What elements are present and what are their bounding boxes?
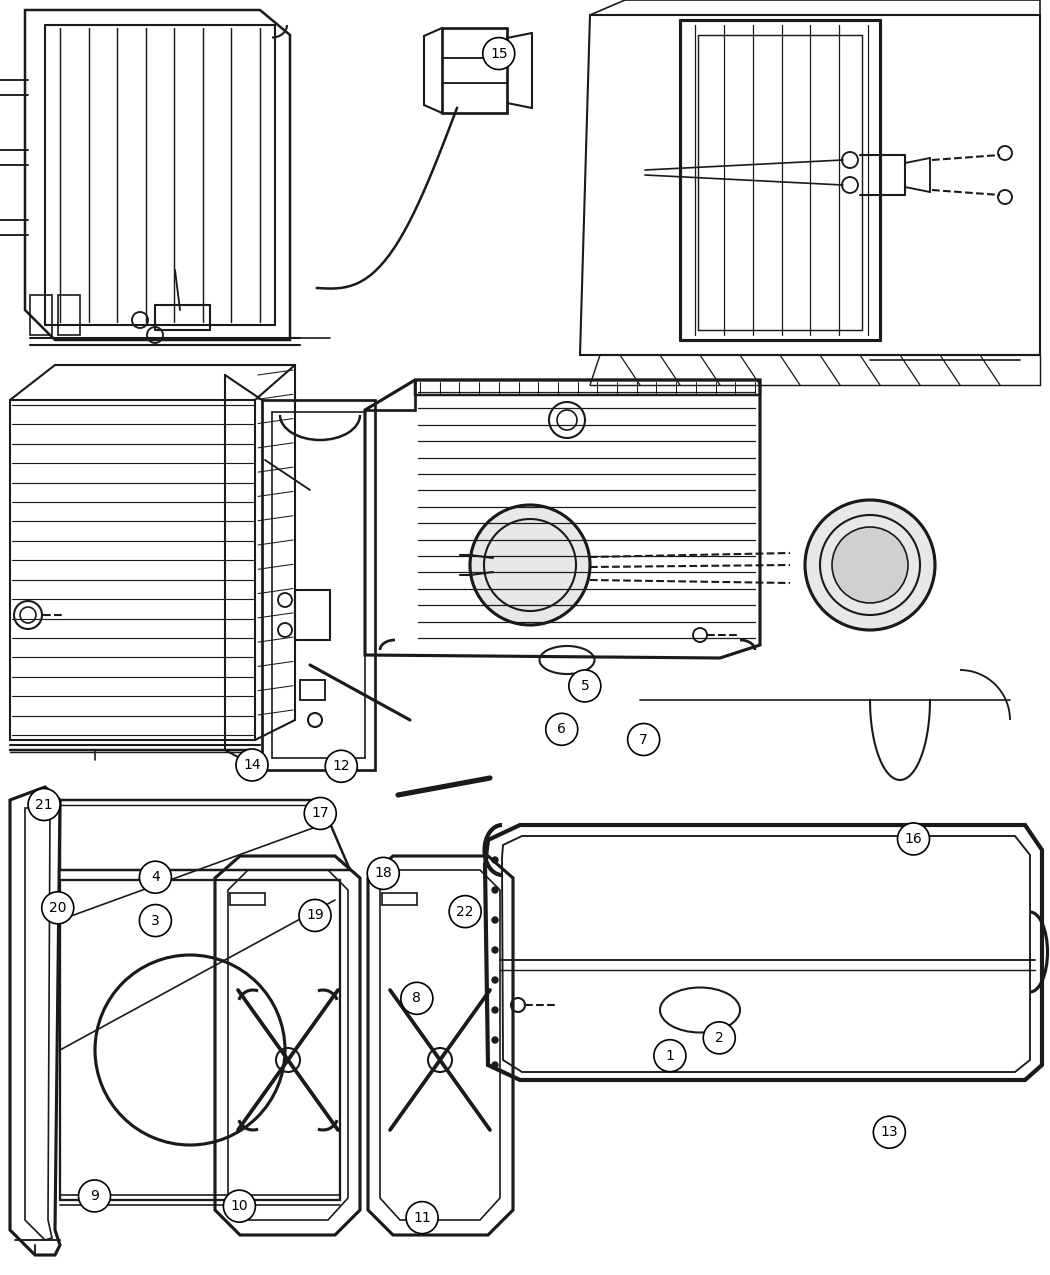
Circle shape [42, 891, 74, 924]
Circle shape [492, 887, 498, 892]
Text: 20: 20 [49, 901, 66, 914]
Circle shape [492, 977, 498, 983]
Text: 1: 1 [666, 1049, 674, 1062]
Circle shape [140, 861, 171, 894]
Circle shape [470, 505, 590, 625]
Text: 19: 19 [307, 909, 323, 922]
Circle shape [449, 895, 481, 928]
Circle shape [549, 402, 585, 439]
Circle shape [236, 748, 268, 782]
Circle shape [805, 500, 934, 630]
Text: 15: 15 [490, 47, 507, 60]
Circle shape [140, 904, 171, 937]
Circle shape [368, 857, 399, 890]
Text: 7: 7 [639, 733, 648, 746]
Circle shape [492, 917, 498, 923]
Text: 2: 2 [715, 1031, 723, 1044]
Circle shape [492, 947, 498, 952]
Circle shape [304, 797, 336, 830]
Circle shape [569, 669, 601, 703]
Text: 14: 14 [244, 759, 260, 771]
Ellipse shape [660, 988, 740, 1033]
Circle shape [224, 1190, 255, 1223]
Circle shape [14, 601, 42, 629]
Circle shape [299, 899, 331, 932]
Text: 9: 9 [90, 1190, 99, 1202]
Circle shape [483, 37, 514, 70]
Circle shape [832, 527, 908, 603]
Circle shape [492, 857, 498, 863]
Circle shape [628, 723, 659, 756]
Circle shape [326, 750, 357, 783]
Circle shape [654, 1039, 686, 1072]
Text: 4: 4 [151, 871, 160, 884]
Text: 11: 11 [414, 1211, 430, 1224]
Circle shape [492, 1062, 498, 1068]
Text: 12: 12 [333, 760, 350, 773]
Text: 10: 10 [231, 1200, 248, 1213]
Circle shape [28, 788, 60, 821]
Text: 6: 6 [558, 723, 566, 736]
Text: 3: 3 [151, 914, 160, 927]
Text: 16: 16 [905, 833, 922, 845]
Circle shape [401, 982, 433, 1015]
Bar [30, 295, 52, 335]
Text: 8: 8 [413, 992, 421, 1005]
Circle shape [874, 1116, 905, 1149]
Text: 22: 22 [457, 905, 474, 918]
Circle shape [898, 822, 929, 856]
Text: 5: 5 [581, 680, 589, 692]
Circle shape [492, 1007, 498, 1014]
Circle shape [406, 1201, 438, 1234]
Circle shape [492, 1037, 498, 1043]
Circle shape [79, 1179, 110, 1213]
Text: 13: 13 [881, 1126, 898, 1139]
Text: 17: 17 [312, 807, 329, 820]
Text: 21: 21 [36, 798, 52, 811]
Circle shape [546, 713, 578, 746]
Text: 18: 18 [375, 867, 392, 880]
Circle shape [704, 1021, 735, 1054]
Bar [58, 295, 80, 335]
